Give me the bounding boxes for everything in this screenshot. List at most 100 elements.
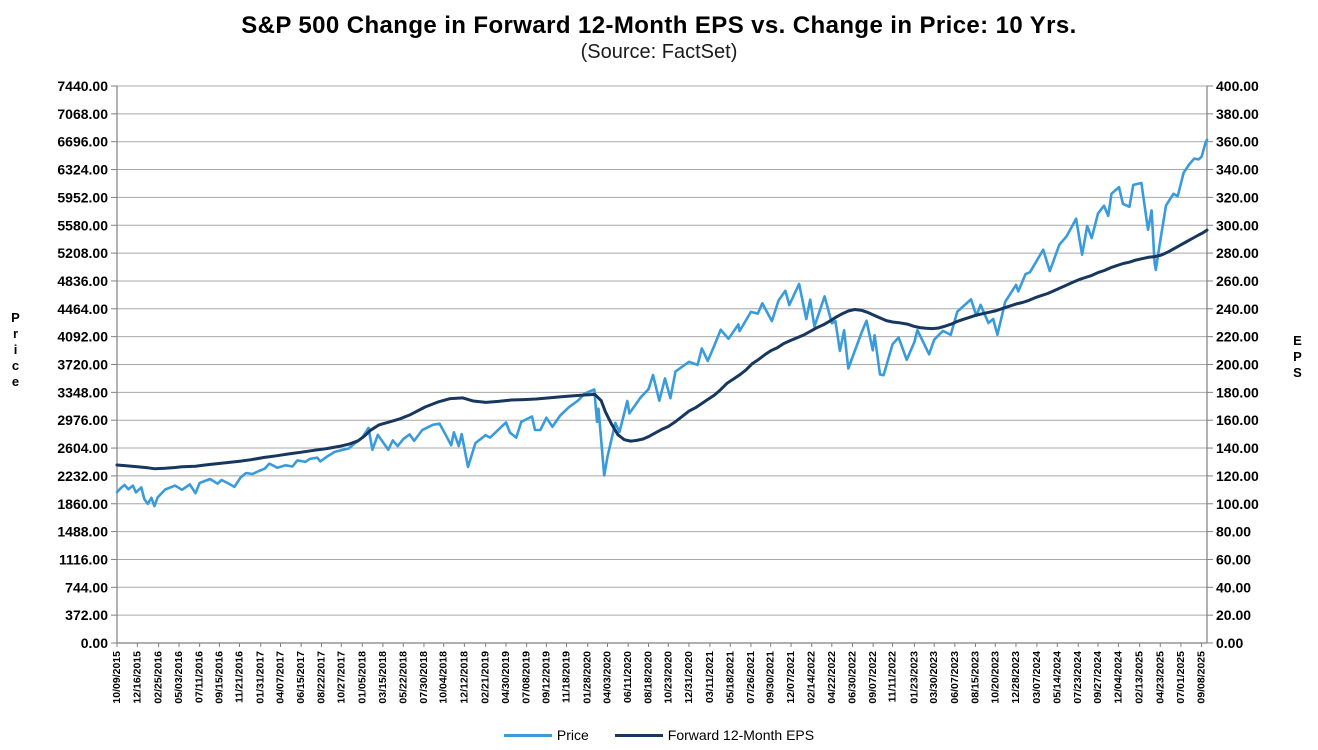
x-axis-tick-label: 07/01/2025 — [1175, 651, 1187, 704]
right-axis-tick-label: 240.00 — [1216, 301, 1259, 317]
x-axis-tick-label: 08/22/2017 — [316, 651, 328, 704]
right-axis-tick-label: 200.00 — [1216, 357, 1259, 373]
x-axis-tick-label: 12/31/2020 — [683, 651, 695, 704]
x-axis-tick-label: 02/25/2016 — [153, 651, 165, 704]
eps-line — [115, 228, 1209, 471]
x-axis-tick-label: 09/30/2021 — [765, 651, 777, 704]
x-axis-tick-label: 05/22/2018 — [397, 651, 409, 704]
x-axis-tick-label: 04/07/2017 — [275, 651, 287, 704]
x-axis-tick-label: 02/13/2025 — [1134, 651, 1146, 704]
x-axis-tick-label: 08/18/2020 — [643, 651, 655, 704]
right-axis-tick-label: 0.00 — [1216, 635, 1243, 651]
left-axis-title: Price — [8, 310, 23, 390]
x-axis-tick-label: 11/11/2022 — [887, 651, 899, 703]
left-axis-tick-label: 1488.00 — [57, 524, 108, 540]
right-axis-title: EPS — [1290, 333, 1305, 381]
right-axis-tick-label: 60.00 — [1216, 551, 1251, 567]
x-axis-tick-label: 03/11/2021 — [704, 651, 716, 703]
x-axis-tick-label: 04/03/2020 — [602, 651, 614, 704]
x-axis-tick-label: 02/21/2019 — [480, 651, 492, 704]
x-axis-tick-label: 10/23/2020 — [662, 651, 674, 704]
eps-line-swatch — [614, 733, 663, 737]
x-axis-tick-label: 01/28/2020 — [582, 651, 594, 704]
x-axis-tick-label: 05/18/2021 — [724, 651, 736, 704]
right-axis-tick-label: 40.00 — [1216, 579, 1251, 595]
x-axis-tick-label: 05/14/2024 — [1051, 651, 1063, 704]
chart-title: S&P 500 Change in Forward 12-Month EPS v… — [241, 12, 1077, 39]
right-axis-tick-label: 140.00 — [1216, 440, 1259, 456]
x-axis-tick-label: 07/23/2024 — [1072, 651, 1084, 704]
right-axis-tick-label: 380.00 — [1216, 106, 1259, 122]
legend-label-price: Price — [556, 727, 589, 743]
left-axis-tick-label: 2232.00 — [57, 468, 108, 484]
left-axis-tick-label: 0.00 — [81, 635, 108, 651]
left-axis-tick-label: 1860.00 — [57, 496, 108, 512]
left-axis-tick-label: 5208.00 — [57, 245, 108, 261]
x-axis-tick-label: 10/27/2017 — [335, 651, 347, 704]
right-axis-tick-label: 340.00 — [1216, 162, 1259, 178]
right-axis-tick-label: 260.00 — [1216, 273, 1259, 289]
legend-label-eps: Forward 12-Month EPS — [667, 727, 815, 743]
left-axis-tick-label: 3348.00 — [57, 384, 108, 400]
x-axis-tick-label: 09/07/2022 — [867, 651, 879, 704]
right-axis-tick-label: 220.00 — [1216, 329, 1259, 345]
x-axis-tick-label: 04/22/2022 — [826, 651, 838, 704]
x-axis-tick-label: 07/30/2018 — [418, 651, 430, 704]
x-axis-tick-label: 08/15/2023 — [970, 651, 982, 704]
right-axis-tick-label: 80.00 — [1216, 524, 1251, 540]
x-axis-tick-label: 06/11/2020 — [622, 651, 634, 703]
x-axis-tick-label: 03/15/2018 — [377, 651, 389, 704]
right-axis-tick-label: 160.00 — [1216, 412, 1259, 428]
left-axis-tick-label: 4092.00 — [57, 329, 108, 345]
x-axis-tick-label: 12/28/2023 — [1010, 651, 1022, 704]
left-axis-tick-label: 7068.00 — [57, 106, 108, 122]
right-axis-tick-label: 280.00 — [1216, 245, 1259, 261]
right-axis-tick-label: 360.00 — [1216, 134, 1259, 150]
x-axis-tick-label: 11/21/2016 — [233, 651, 245, 703]
right-axis-tick-label: 100.00 — [1216, 496, 1259, 512]
left-axis-tick-label: 6696.00 — [57, 134, 108, 150]
x-axis-tick-label: 12/07/2021 — [785, 651, 797, 704]
right-axis-tick-label: 400.00 — [1216, 78, 1259, 94]
x-axis-tick-label: 02/14/2022 — [806, 651, 818, 704]
x-axis-tick-label: 10/20/2023 — [989, 651, 1001, 704]
x-axis-tick-label: 09/12/2019 — [540, 651, 552, 704]
right-axis-tick-label: 300.00 — [1216, 217, 1259, 233]
x-axis-tick-label: 07/11/2016 — [194, 651, 206, 703]
x-axis-tick-label: 06/15/2017 — [295, 651, 307, 704]
x-axis-tick-label: 04/23/2025 — [1154, 651, 1166, 704]
legend-item-eps: Forward 12-Month EPS — [614, 727, 815, 743]
x-axis-tick-label: 03/30/2023 — [928, 651, 940, 704]
price-line-swatch — [503, 733, 552, 737]
x-axis-tick-label: 11/18/2019 — [560, 651, 572, 703]
left-axis-tick-label: 6324.00 — [57, 162, 108, 178]
left-axis-tick-label: 2604.00 — [57, 440, 108, 456]
x-axis-tick-label: 07/26/2021 — [745, 651, 757, 704]
x-axis-tick-label: 04/30/2019 — [500, 651, 512, 704]
right-axis-tick-label: 180.00 — [1216, 384, 1259, 400]
left-axis-tick-label: 2976.00 — [57, 412, 108, 428]
legend: Price Forward 12-Month EPS — [0, 727, 1318, 743]
right-axis-tick-label: 320.00 — [1216, 189, 1259, 205]
x-axis-tick-label: 01/23/2023 — [908, 651, 920, 704]
x-axis-tick-label: 12/16/2015 — [131, 651, 143, 704]
left-axis-tick-label: 744.00 — [65, 579, 108, 595]
x-axis-tick-label: 01/31/2017 — [255, 651, 267, 704]
left-axis-tick-label: 5952.00 — [57, 189, 108, 205]
left-axis-tick-label: 4464.00 — [57, 301, 108, 317]
x-axis-tick-label: 10/04/2018 — [438, 651, 450, 704]
x-axis-tick-label: 09/27/2024 — [1092, 651, 1104, 704]
chart-subtitle: (Source: FactSet) — [580, 41, 738, 63]
x-axis-tick-label: 12/04/2024 — [1112, 651, 1124, 704]
x-axis-tick-label: 09/08/2025 — [1196, 651, 1208, 704]
x-axis-tick-label: 12/12/2018 — [458, 651, 470, 704]
x-axis-tick-label: 06/30/2022 — [846, 651, 858, 704]
left-axis-tick-label: 1116.00 — [59, 551, 108, 567]
left-axis-tick-label: 3720.00 — [57, 357, 108, 373]
left-axis-tick-label: 7440.00 — [57, 78, 108, 94]
x-axis-tick-label: 05/03/2016 — [173, 651, 185, 704]
x-axis-tick-label: 01/05/2018 — [356, 651, 368, 704]
left-axis-tick-label: 4836.00 — [57, 273, 108, 289]
x-axis-tick-label: 10/09/2015 — [111, 651, 123, 704]
